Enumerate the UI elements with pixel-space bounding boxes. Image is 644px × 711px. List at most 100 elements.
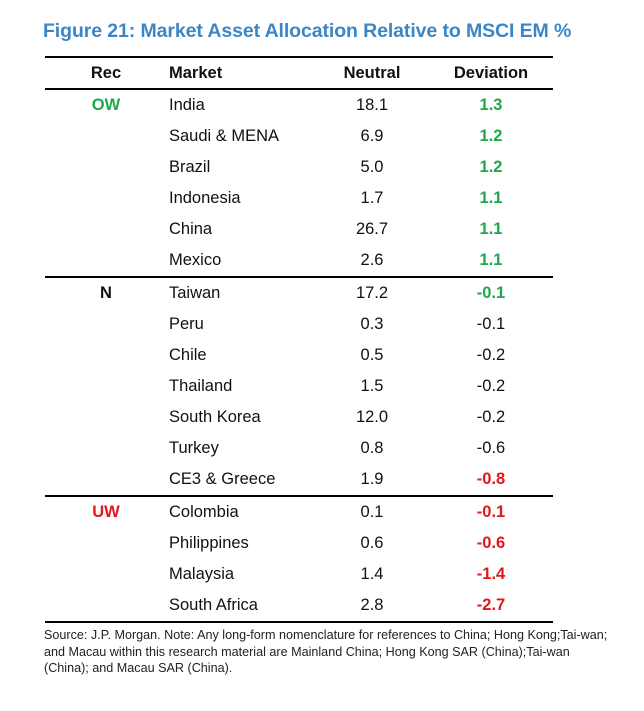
deviation-cell: -0.2 [476,377,506,395]
group-separator-rule [45,621,553,623]
table-row: Mexico 2.6 1.1 [45,245,553,276]
rec-cell [45,559,167,590]
rec-group: N Taiwan 17.2 -0.1 Peru 0.3 -0.1 Chile 0.5 -0.2 Th… [45,278,553,495]
deviation-cell: -0.6 [476,534,506,552]
market-cell: South Africa [169,596,258,614]
deviation-cell: 1.2 [479,158,503,176]
market-cell: CE3 & Greece [169,470,276,488]
group-separator-rule [45,276,553,278]
table-row: Brazil 5.0 1.2 [45,152,553,183]
table-top-rule [45,56,553,58]
market-cell: Malaysia [169,565,235,583]
market-cell: India [169,96,205,114]
table-row: China 26.7 1.1 [45,214,553,245]
rec-cell [45,464,167,495]
neutral-cell: 1.9 [360,470,384,488]
table-row: Philippines 0.6 -0.6 [45,528,553,559]
neutral-cell: 26.7 [355,220,389,238]
market-cell: Taiwan [169,284,221,302]
deviation-cell: -0.1 [476,315,506,333]
deviation-cell: 1.1 [479,189,503,207]
neutral-cell: 0.6 [360,534,384,552]
header-rec: Rec [90,63,122,82]
table-row: Peru 0.3 -0.1 [45,309,553,340]
market-cell: Philippines [169,534,249,552]
market-cell: China [169,220,213,238]
rec-cell [45,590,167,621]
deviation-cell: -1.4 [476,565,506,583]
source-note: Source: J.P. Morgan. Note: Any long-form… [44,628,608,675]
rec-cell: OW [91,96,121,114]
figure-title: Figure 21: Market Asset Allocation Relat… [43,20,572,42]
rec-cell [45,214,167,245]
market-cell: Brazil [169,158,211,176]
neutral-cell: 18.1 [355,96,389,114]
rec-cell: UW [92,503,120,521]
deviation-cell: -0.2 [476,408,506,426]
deviation-cell: -0.8 [476,470,506,488]
market-cell: Chile [169,346,207,364]
rec-cell [45,309,167,340]
rec-group: UW Colombia 0.1 -0.1 Philippines 0.6 -0.6 Malay… [45,497,553,621]
neutral-cell: 2.6 [360,251,384,269]
neutral-cell: 17.2 [355,284,389,302]
header-market: Market [169,63,223,82]
header-deviation: Deviation [453,63,529,82]
header-bottom-rule [45,88,553,90]
rec-cell [45,528,167,559]
deviation-cell: -2.7 [476,596,506,614]
table-header-row: Rec Market Neutral Deviation [45,58,553,88]
deviation-cell: 1.1 [479,220,503,238]
deviation-cell: -0.2 [476,346,506,364]
table-row: OW India 18.1 1.3 [45,90,553,121]
rec-cell [45,433,167,464]
table-row: South Korea 12.0 -0.2 [45,402,553,433]
market-cell: Indonesia [169,189,241,207]
market-cell: Saudi & MENA [169,127,280,145]
table-row: Indonesia 1.7 1.1 [45,183,553,214]
neutral-cell: 5.0 [360,158,384,176]
table-body: OW India 18.1 1.3 Saudi & MENA 6.9 1.2 Brazil 5.… [45,90,553,623]
market-cell: Thailand [169,377,233,395]
deviation-cell: 1.2 [479,127,503,145]
rec-cell [45,371,167,402]
table-row: Saudi & MENA 6.9 1.2 [45,121,553,152]
neutral-cell: 0.1 [360,503,384,521]
deviation-cell: 1.3 [479,96,503,114]
neutral-cell: 0.8 [360,439,384,457]
header-neutral: Neutral [343,63,401,82]
market-cell: South Korea [169,408,261,426]
market-cell: Mexico [169,251,222,269]
rec-cell [45,121,167,152]
table-row: Chile 0.5 -0.2 [45,340,553,371]
rec-cell [45,340,167,371]
market-cell: Colombia [169,503,239,521]
rec-cell: N [100,284,112,302]
neutral-cell: 1.4 [360,565,384,583]
table-row: Malaysia 1.4 -1.4 [45,559,553,590]
allocation-table: Rec Market Neutral Deviation OW India 18.1… [45,56,553,623]
table-row: N Taiwan 17.2 -0.1 [45,278,553,309]
table-row: CE3 & Greece 1.9 -0.8 [45,464,553,495]
market-cell: Turkey [169,439,219,457]
neutral-cell: 1.7 [360,189,384,207]
table-row: Turkey 0.8 -0.6 [45,433,553,464]
neutral-cell: 0.5 [360,346,384,364]
deviation-cell: 1.1 [479,251,503,269]
rec-cell [45,402,167,433]
neutral-cell: 6.9 [360,127,384,145]
group-separator-rule [45,495,553,497]
neutral-cell: 2.8 [360,596,384,614]
rec-cell [45,245,167,276]
neutral-cell: 0.3 [360,315,384,333]
rec-cell [45,152,167,183]
deviation-cell: -0.1 [476,503,506,521]
rec-cell [45,183,167,214]
table-row: Thailand 1.5 -0.2 [45,371,553,402]
rec-group: OW India 18.1 1.3 Saudi & MENA 6.9 1.2 Brazil 5.… [45,90,553,276]
neutral-cell: 1.5 [360,377,384,395]
deviation-cell: -0.6 [476,439,506,457]
table-row: South Africa 2.8 -2.7 [45,590,553,621]
deviation-cell: -0.1 [476,284,506,302]
